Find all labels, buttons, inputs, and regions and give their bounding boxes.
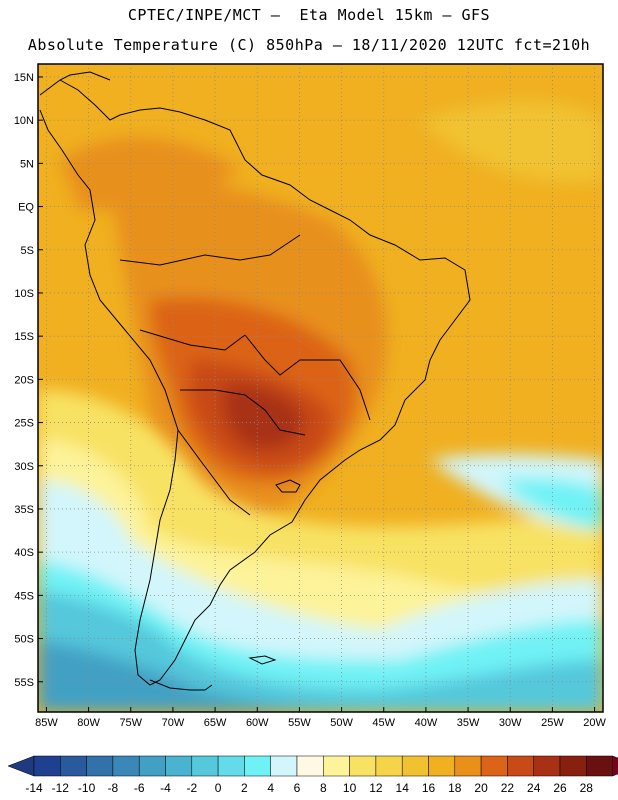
legend-label: -8 xyxy=(108,781,119,795)
lon-label: 35W xyxy=(457,717,480,729)
lon-label: 75W xyxy=(119,717,142,729)
lat-label: EQ xyxy=(18,202,34,214)
lon-label: 60W xyxy=(246,717,269,729)
lat-label: 5S xyxy=(21,245,34,257)
lat-label: 50S xyxy=(14,634,34,646)
lon-label: 40W xyxy=(415,717,438,729)
legend-label: 10 xyxy=(343,781,357,795)
legend-swatch xyxy=(270,755,298,777)
legend-label: 18 xyxy=(448,781,462,795)
legend-label: 28 xyxy=(580,781,594,795)
legend-label: -12 xyxy=(52,781,70,795)
legend-swatch xyxy=(375,755,403,777)
legend-swatch xyxy=(112,755,140,777)
legend-label: 26 xyxy=(553,781,567,795)
longitude-labels: 85W 80W 75W 70W 65W 60W 55W 50W 45W 40W 35W 30W 25W 2… xyxy=(35,717,606,729)
legend-label: 6 xyxy=(294,781,301,795)
legend-swatch xyxy=(191,755,219,777)
graticule xyxy=(38,64,603,712)
lon-label: 70W xyxy=(162,717,185,729)
legend-swatch xyxy=(86,755,114,777)
legend-swatch xyxy=(165,755,193,777)
lat-label: 40S xyxy=(14,547,34,559)
lon-label: 55W xyxy=(288,717,311,729)
lat-label: 15S xyxy=(14,331,34,343)
legend-label: 12 xyxy=(369,781,383,795)
lat-label: 5N xyxy=(20,158,34,170)
latitude-labels: 15N 10N 5N EQ 5S 10S 15S 20S 25S 30S 35S 40S 45S 50S 5… xyxy=(14,72,35,689)
legend-swatch xyxy=(244,755,271,777)
lon-label: 65W xyxy=(204,717,227,729)
legend-label: 8 xyxy=(320,781,327,795)
chart-title: CPTEC/INPE/MCT – Eta Model 15km – GFS xyxy=(127,6,491,24)
legend-label: 4 xyxy=(267,781,274,795)
legend-swatch xyxy=(586,755,613,777)
temperature-field xyxy=(38,64,603,712)
legend-label: 24 xyxy=(527,781,541,795)
lon-label: 45W xyxy=(372,717,395,729)
legend-swatch xyxy=(480,755,508,777)
lat-label: 45S xyxy=(14,590,34,602)
legend-label: 22 xyxy=(501,781,515,795)
legend-swatch xyxy=(401,755,429,777)
legend-swatch xyxy=(428,755,456,777)
lon-label: 85W xyxy=(35,717,58,729)
temperature-map: 15N 10N 5N EQ 5S 10S 15S 20S 25S 30S 35S 40S 45S 50S 5… xyxy=(14,63,606,729)
lon-label: 80W xyxy=(77,717,100,729)
legend-swatch xyxy=(533,755,561,777)
lat-label: 10N xyxy=(14,115,34,127)
legend-swatch xyxy=(33,755,61,777)
lon-label: 20W xyxy=(583,717,606,729)
lon-label: 30W xyxy=(499,717,522,729)
legend-label: -2 xyxy=(186,781,197,795)
legend-label: -10 xyxy=(78,781,96,795)
legend-swatch xyxy=(60,755,87,777)
legend-label: 16 xyxy=(422,781,436,795)
legend-swatch xyxy=(323,755,350,777)
legend-swatch xyxy=(349,755,377,777)
legend-label: 20 xyxy=(474,781,488,795)
legend-arrow-low xyxy=(7,755,35,777)
chart-subtitle: Absolute Temperature (C) 850hPa – 18/11/… xyxy=(27,36,591,54)
lon-label: 25W xyxy=(541,717,564,729)
lat-label: 20S xyxy=(14,374,34,386)
legend-swatch xyxy=(559,755,587,777)
lat-label: 15N xyxy=(14,72,34,84)
legend-label: 0 xyxy=(215,781,222,795)
legend-swatch xyxy=(296,755,324,777)
legend-label: 14 xyxy=(396,781,410,795)
legend-swatch xyxy=(217,755,245,777)
color-legend: -14 -12 -10 -8 -6 -4 -2 0 2 4 6 8 10 12 14 16 18 20 22 24 26… xyxy=(7,755,618,795)
lat-label: 55S xyxy=(14,677,34,689)
legend-label: -6 xyxy=(134,781,145,795)
map-frame xyxy=(37,63,604,713)
lat-label: 35S xyxy=(14,504,34,516)
legend-swatch xyxy=(507,755,534,777)
lat-label: 10S xyxy=(14,288,34,300)
lat-label: 30S xyxy=(14,461,34,473)
coastlines xyxy=(39,71,471,691)
legend-swatch xyxy=(138,755,166,777)
legend-label: -14 xyxy=(25,781,43,795)
legend-swatch xyxy=(454,755,482,777)
lat-label: 25S xyxy=(14,418,34,430)
legend-arrow-high xyxy=(612,755,618,777)
lon-label: 50W xyxy=(330,717,353,729)
legend-label: -4 xyxy=(160,781,171,795)
legend-label: 2 xyxy=(241,781,248,795)
